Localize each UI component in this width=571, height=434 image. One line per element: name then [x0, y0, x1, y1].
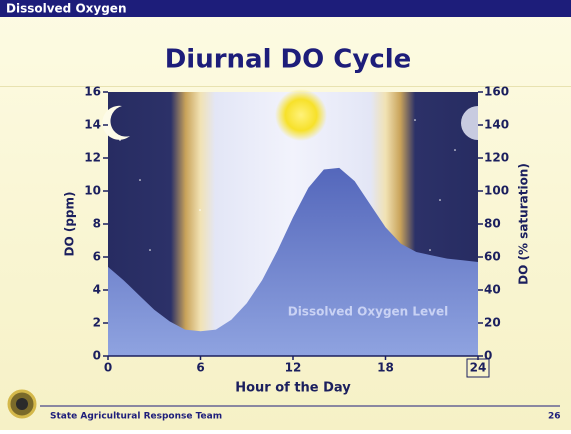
- y-tick-label: 16: [84, 85, 101, 99]
- y-tick-label: 12: [84, 151, 101, 165]
- star: [139, 179, 141, 181]
- x-tick-label: 24: [470, 361, 487, 375]
- y2-axis-label: DO (% saturation): [517, 163, 531, 285]
- y2-tick-label: 100: [484, 184, 509, 198]
- star: [429, 249, 431, 251]
- y2-tick-label: 20: [484, 316, 501, 330]
- x-tick-label: 0: [104, 361, 112, 375]
- sun: [275, 89, 327, 141]
- y2-tick-label: 60: [484, 250, 501, 264]
- x-tick-label: 6: [196, 361, 204, 375]
- y2-tick-label: 140: [484, 118, 509, 132]
- y-tick-label: 14: [84, 118, 101, 132]
- y-tick-label: 10: [84, 184, 101, 198]
- x-tick-label: 18: [377, 361, 394, 375]
- annotation: Dissolved Oxygen Level: [288, 305, 449, 319]
- footer-organization: State Agricultural Response Team: [50, 412, 222, 422]
- star: [414, 119, 416, 121]
- logo-center: [16, 398, 28, 410]
- star: [454, 149, 456, 151]
- y-tick-label: 8: [93, 217, 101, 231]
- slide: Dissolved Oxygen Diurnal DO Cycle Dissol…: [0, 0, 571, 430]
- y-axis-label: DO (ppm): [63, 192, 77, 257]
- star: [149, 249, 151, 251]
- y-tick-label: 2: [93, 316, 101, 330]
- y-tick-label: 0: [93, 349, 101, 363]
- page-number: 26: [548, 412, 561, 422]
- star: [119, 139, 121, 141]
- y2-tick-label: 160: [484, 85, 509, 99]
- star: [439, 199, 441, 201]
- y2-tick-label: 40: [484, 283, 501, 297]
- chart-title: Diurnal DO Cycle: [165, 45, 412, 75]
- section-label: Dissolved Oxygen: [6, 2, 126, 16]
- page: {"header": {"section": "Dissolved Oxygen…: [0, 0, 571, 430]
- y2-tick-label: 120: [484, 151, 509, 165]
- y-tick-label: 4: [93, 283, 101, 297]
- plot-area: Dissolved Oxygen Level024681012141602040…: [63, 85, 531, 396]
- y2-tick-label: 80: [484, 217, 501, 231]
- y-tick-label: 6: [93, 250, 101, 264]
- x-tick-label: 12: [285, 361, 302, 375]
- star: [199, 209, 201, 211]
- x-axis-label: Hour of the Day: [235, 381, 351, 396]
